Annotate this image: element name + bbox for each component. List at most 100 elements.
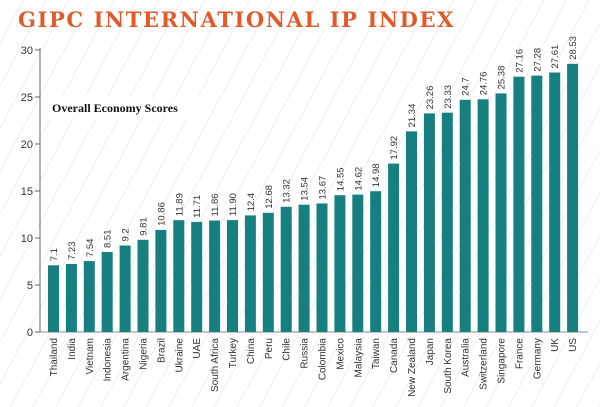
y-tick-label: 30 [21,45,33,57]
chart-title: GIPC INTERNATIONAL IP INDEX [18,7,455,32]
bar [298,204,310,332]
bar [209,220,221,332]
bar [352,194,364,332]
bar [173,220,185,332]
value-label: 14.62 [353,167,364,191]
bar [280,206,292,332]
value-label: 24.7 [461,77,472,96]
bar [531,75,543,332]
value-label: 11.89 [174,193,185,216]
bar [441,112,453,332]
category-label: Taiwan [371,338,382,369]
category-label: South Korea [443,338,454,394]
value-label: 11.71 [192,195,203,218]
bar [48,265,59,332]
bar [388,163,400,332]
category-label: US [568,338,579,352]
value-label: 7.1 [49,248,60,261]
y-axis: 0 5 10 15 20 25 30 [21,45,588,339]
category-label: Australia [461,338,472,377]
value-label: 8.51 [103,230,114,249]
value-label: 13.32 [282,179,293,203]
value-label: 7.23 [67,242,78,261]
value-label: 9.2 [121,228,132,241]
category-label: Brazil [156,338,167,363]
category-label: India [67,338,78,360]
category-label: Malaysia [353,338,364,378]
category-label: Indonesia [103,338,114,382]
category-label: UAE [192,338,203,359]
value-label: 13.67 [318,176,329,200]
y-tick-label: 10 [21,233,33,245]
bar [119,245,131,332]
value-label: 28.53 [568,36,579,60]
bar [370,191,382,332]
value-label: 11.86 [210,193,221,216]
value-label: 14.98 [371,163,382,187]
category-label: Thailand [49,338,60,376]
category-label: Colombia [318,338,329,381]
value-label: 7.54 [85,239,96,258]
y-tick-label: 15 [21,186,33,198]
category-label: Argentina [121,338,132,381]
category-label: Nigeria [139,338,150,370]
bar [65,264,77,332]
bar [549,72,561,332]
category-label: Japan [425,338,436,365]
value-label: 23.26 [425,86,436,110]
bar [155,229,167,332]
category-labels: Thailand India Vietnam Indonesia Argentina Ni… [49,338,579,397]
bar [334,195,346,332]
value-label: 27.61 [550,45,561,69]
category-label: Vietnam [85,338,96,375]
category-label: Ukraine [174,338,185,373]
value-label: 14.55 [335,167,346,191]
value-label: 21.34 [407,104,418,128]
bar [191,221,203,332]
value-label: 24.76 [479,72,490,96]
bar [477,99,489,332]
bar [227,220,238,332]
category-label: Germany [532,338,543,379]
bar [137,239,149,332]
category-label: France [514,338,525,370]
category-label: Turkey [228,338,239,368]
category-label: South Africa [210,338,221,392]
y-tick-label: 0 [27,327,33,339]
y-tick-label: 20 [21,139,33,151]
category-label: UK [550,338,561,352]
value-label: 13.54 [300,177,311,201]
category-label: Switzerland [479,338,490,390]
value-label: 27.16 [514,49,525,73]
chart-subtitle: Overall Economy Scores [52,101,178,115]
bar [567,63,579,333]
bar [244,215,256,332]
subtitle-backdrop [48,98,198,118]
value-label: 10.86 [156,202,167,226]
value-label: 27.28 [532,48,543,72]
category-label: China [246,338,257,365]
category-label: Singapore [497,338,508,384]
bar [423,113,435,333]
y-tick-label: 5 [27,280,33,292]
bar [406,131,417,332]
value-label: 12.4 [246,193,257,212]
value-label: 12.68 [264,185,275,209]
bar [513,76,525,332]
bar [495,93,507,333]
value-label: 11.90 [228,193,239,216]
value-label: 23.33 [443,85,454,109]
value-label: 17.92 [389,136,400,160]
bar [101,252,113,332]
category-label: Russia [300,338,311,369]
bar [262,212,274,332]
y-tick-label: 25 [21,92,33,104]
category-label: Mexico [335,338,346,370]
bars [48,63,579,333]
category-label: New Zealand [407,338,418,397]
bar [83,261,95,332]
value-label: 9.81 [139,217,150,236]
category-label: Peru [264,338,275,359]
category-label: Canada [389,338,400,373]
